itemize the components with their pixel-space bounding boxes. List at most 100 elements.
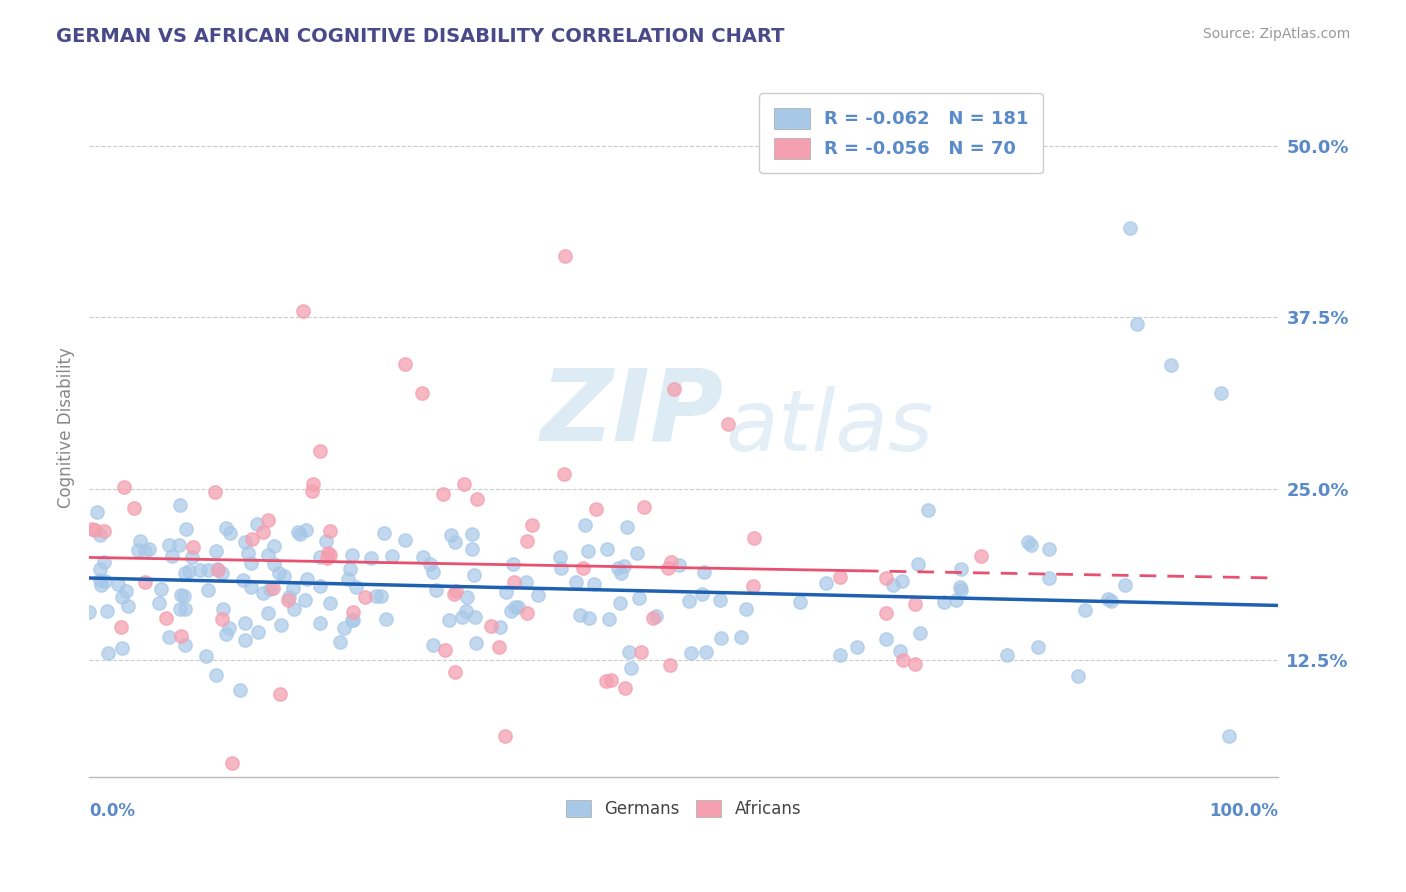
- Point: [214, 626, 236, 640]
- Point: [240, 533, 263, 547]
- Point: [506, 599, 529, 614]
- Point: [1067, 669, 1090, 683]
- Point: [394, 533, 416, 547]
- Point: [86, 505, 108, 519]
- Point: [269, 687, 291, 701]
- Point: [94, 574, 117, 589]
- Point: [875, 632, 897, 646]
- Point: [479, 619, 502, 633]
- Point: [527, 588, 550, 602]
- Point: [578, 611, 600, 625]
- Point: [297, 572, 319, 586]
- Point: [89, 573, 111, 587]
- Point: [292, 303, 315, 318]
- Point: [411, 385, 433, 400]
- Point: [574, 518, 596, 533]
- Point: [830, 648, 852, 662]
- Point: [690, 587, 713, 601]
- Point: [112, 480, 135, 494]
- Point: [610, 566, 633, 580]
- Point: [316, 551, 339, 566]
- Point: [875, 570, 897, 584]
- Point: [394, 357, 416, 371]
- Point: [789, 594, 811, 608]
- Point: [89, 578, 111, 592]
- Point: [169, 588, 191, 602]
- Point: [263, 557, 285, 571]
- Point: [207, 563, 229, 577]
- Point: [252, 586, 274, 600]
- Point: [212, 602, 235, 616]
- Point: [233, 534, 256, 549]
- Point: [658, 657, 681, 672]
- Point: [515, 575, 537, 590]
- Point: [316, 546, 339, 560]
- Point: [846, 640, 869, 654]
- Point: [181, 540, 204, 554]
- Point: [565, 575, 588, 590]
- Point: [287, 524, 309, 539]
- Point: [1074, 603, 1097, 617]
- Point: [461, 527, 484, 541]
- Text: 0.0%: 0.0%: [89, 802, 135, 820]
- Point: [197, 563, 219, 577]
- Point: [620, 661, 643, 675]
- Point: [157, 630, 180, 644]
- Text: ZIP: ZIP: [541, 365, 724, 462]
- Point: [432, 487, 454, 501]
- Point: [373, 525, 395, 540]
- Point: [572, 561, 595, 575]
- Point: [548, 550, 571, 565]
- Point: [174, 522, 197, 536]
- Point: [907, 558, 929, 572]
- Point: [336, 572, 359, 586]
- Point: [122, 501, 145, 516]
- Point: [1099, 594, 1122, 608]
- Point: [315, 534, 337, 549]
- Point: [270, 618, 292, 632]
- Point: [710, 631, 733, 645]
- Point: [257, 548, 280, 562]
- Point: [422, 565, 444, 579]
- Point: [495, 585, 517, 599]
- Point: [79, 605, 101, 619]
- Point: [129, 534, 152, 549]
- Point: [464, 636, 486, 650]
- Text: atlas: atlas: [725, 385, 934, 468]
- Point: [308, 579, 330, 593]
- Point: [360, 551, 382, 566]
- Point: [609, 597, 631, 611]
- Point: [662, 382, 685, 396]
- Point: [204, 485, 226, 500]
- Point: [553, 467, 575, 481]
- Point: [82, 522, 104, 536]
- Point: [117, 599, 139, 613]
- Point: [520, 518, 543, 533]
- Point: [93, 555, 115, 569]
- Point: [188, 563, 211, 577]
- Point: [882, 578, 904, 592]
- Point: [607, 561, 630, 575]
- Point: [97, 646, 120, 660]
- Point: [134, 544, 156, 558]
- Point: [950, 562, 973, 576]
- Point: [709, 593, 731, 607]
- Point: [717, 417, 740, 431]
- Point: [211, 612, 233, 626]
- Point: [277, 593, 299, 607]
- Point: [554, 249, 576, 263]
- Point: [742, 531, 765, 545]
- Point: [1209, 385, 1232, 400]
- Point: [233, 633, 256, 648]
- Point: [301, 483, 323, 498]
- Point: [613, 559, 636, 574]
- Point: [875, 606, 897, 620]
- Point: [174, 638, 197, 652]
- Point: [695, 645, 717, 659]
- Point: [693, 565, 716, 579]
- Point: [619, 645, 641, 659]
- Point: [516, 606, 538, 620]
- Point: [240, 557, 263, 571]
- Point: [463, 568, 485, 582]
- Point: [138, 541, 160, 556]
